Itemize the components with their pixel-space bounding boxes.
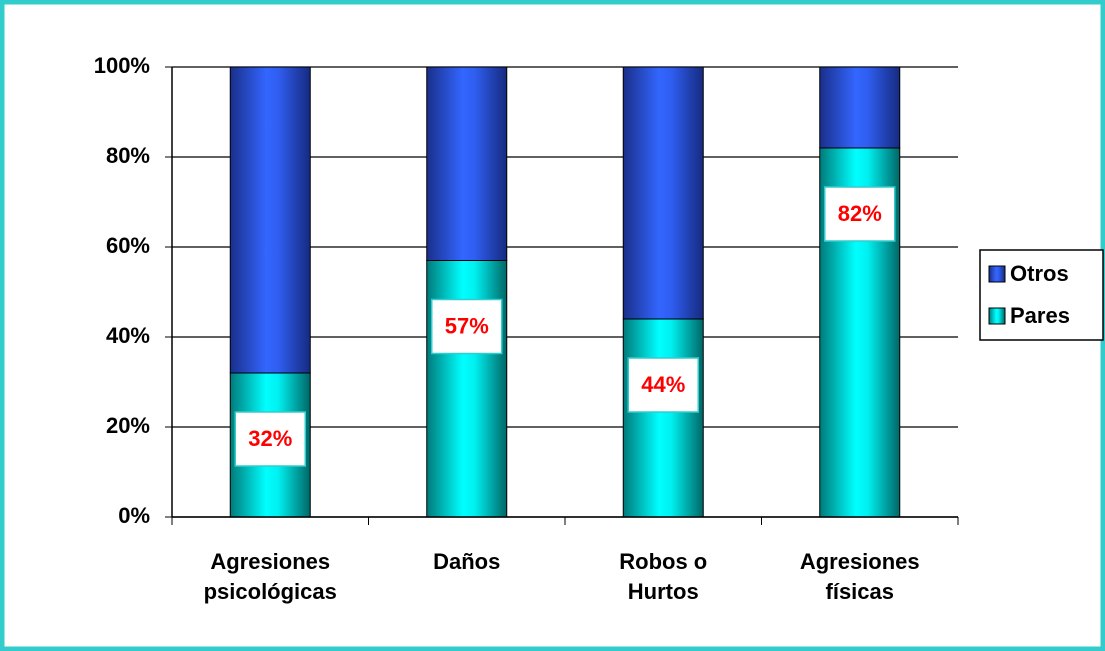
value-label: 82% (838, 201, 882, 226)
value-label: 57% (445, 313, 489, 338)
bar-segment (622, 318, 704, 518)
y-tick-label: 20% (106, 413, 150, 438)
bar-segment (819, 66, 901, 149)
bar-segment (229, 66, 311, 374)
value-label-box (234, 411, 306, 467)
value-label: 32% (248, 426, 292, 451)
legend-label: Otros (1010, 261, 1069, 286)
bar-segment (426, 66, 508, 261)
legend-box (979, 249, 1104, 341)
legend-swatch (988, 265, 1006, 283)
legend-label: Pares (1010, 303, 1070, 328)
y-tick-label: 40% (106, 323, 150, 348)
y-tick-label: 80% (106, 143, 150, 168)
value-label-box (824, 186, 896, 242)
x-tick-label: Agresiones físicas (799, 549, 920, 604)
bar-segment (622, 66, 704, 320)
y-tick-label: 60% (106, 233, 150, 258)
value-label: 44% (641, 372, 685, 397)
value-label-box (627, 357, 699, 413)
x-tick-label: Agresiones psicológicas (203, 549, 337, 604)
y-tick-label: 100% (94, 53, 150, 78)
x-tick-label: Daños (433, 549, 501, 574)
value-label-box (431, 298, 503, 355)
y-tick-label: 0% (118, 503, 150, 528)
legend-swatch (988, 307, 1006, 325)
x-tick-label: Robos o Hurtos (619, 549, 708, 604)
